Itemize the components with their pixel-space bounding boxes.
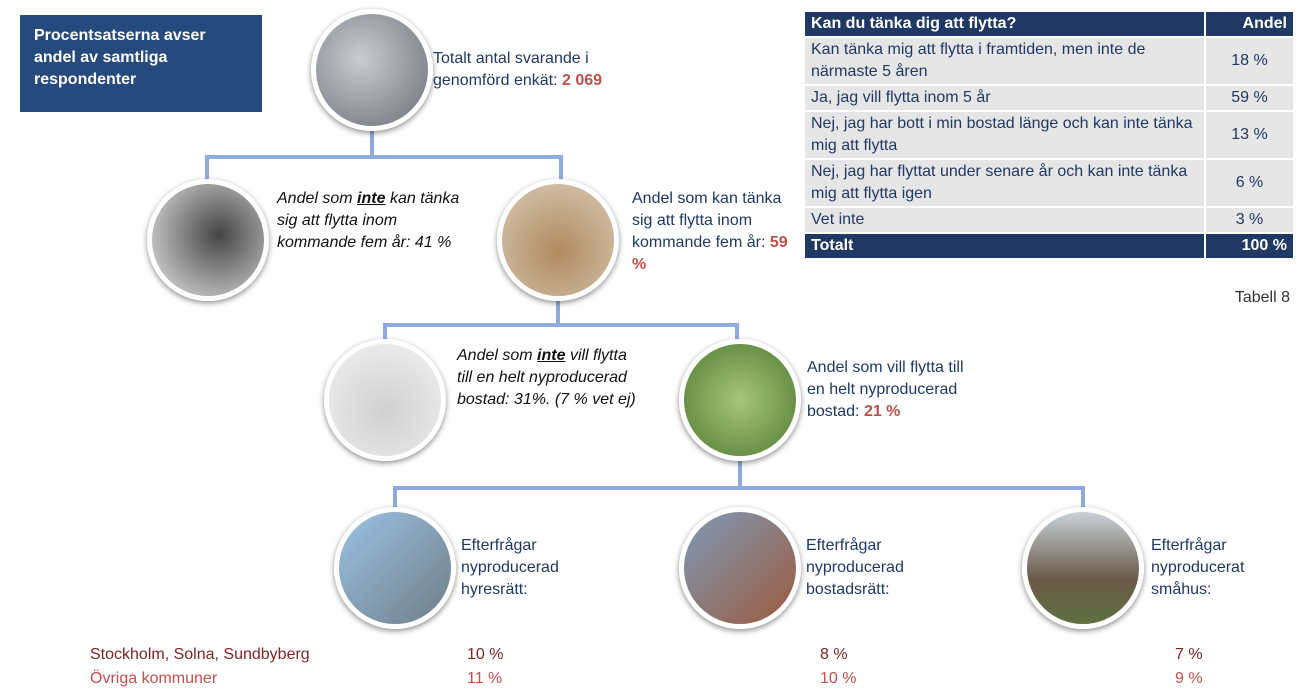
row-value: 13 % <box>1205 111 1294 159</box>
photo-room <box>324 339 446 461</box>
table-caption: Tabell 8 <box>1235 289 1290 307</box>
row-value: 59 % <box>1205 85 1294 111</box>
photo-woman <box>147 179 269 301</box>
node-emphasis: inte <box>537 347 565 364</box>
photo-house <box>1022 507 1144 629</box>
header-cell: Andel <box>1205 11 1294 37</box>
node-text: Efterfrågar nyproducerad hyresrätt: <box>461 535 581 601</box>
table-row: Nej, jag har bott i min bostad länge och… <box>804 111 1294 159</box>
breakdown-value: 9 % <box>1175 670 1203 688</box>
node-emphasis: inte <box>357 190 385 207</box>
node-text: Totalt antal svarande i genomförd enkät:… <box>433 48 633 92</box>
row-value: 18 % <box>1205 37 1294 85</box>
row-label: Kan tänka mig att flytta i framtiden, me… <box>804 37 1205 85</box>
node-text: Efterfrågar nyproducerat småhus: <box>1151 535 1271 601</box>
breakdown-value: 11 % <box>467 670 502 688</box>
breakdown-value: 7 % <box>1175 646 1203 664</box>
node-text: Andel som kan tänka sig att flytta inom … <box>632 188 792 276</box>
photo-apartment <box>334 507 456 629</box>
node-label: Andel som <box>277 190 357 207</box>
breakdown-label: Stockholm, Solna, Sundbyberg <box>90 646 310 664</box>
connector <box>385 300 737 345</box>
page: Procentsatserna avser andel av samtliga … <box>0 0 1301 688</box>
row-label: Nej, jag har bott i min bostad länge och… <box>804 111 1205 159</box>
row-label: Nej, jag har flyttat under senare år och… <box>804 159 1205 207</box>
node-text: Andel som inte kan tänka sig att flytta … <box>277 188 472 254</box>
table-header: Kan du tänka dig att flytta?Andel <box>804 11 1294 37</box>
photo-key <box>679 339 801 461</box>
connector <box>395 460 1083 510</box>
connector <box>207 130 561 183</box>
total-cell: Totalt <box>804 233 1205 259</box>
photo-moving <box>497 179 619 301</box>
breakdown-value: 10 % <box>820 670 856 688</box>
row-value: 6 % <box>1205 159 1294 207</box>
header-cell: Kan du tänka dig att flytta? <box>804 11 1205 37</box>
total-cell: 100 % <box>1205 233 1294 259</box>
node-label: Andel som kan tänka sig att flytta inom … <box>632 190 781 251</box>
node-label: Andel som <box>457 347 537 364</box>
breakdown-value: 8 % <box>820 646 848 664</box>
table-row: Nej, jag har flyttat under senare år och… <box>804 159 1294 207</box>
row-label: Ja, jag vill flytta inom 5 år <box>804 85 1205 111</box>
node-value: 21 % <box>864 403 900 420</box>
table: Kan du tänka dig att flytta?Andel Kan tä… <box>803 10 1295 260</box>
node-text: Andel som inte vill flytta till en helt … <box>457 345 637 411</box>
row-label: Vet inte <box>804 207 1205 233</box>
table-body: Kan tänka mig att flytta i framtiden, me… <box>804 37 1294 233</box>
breakdown-value: 10 % <box>467 646 503 664</box>
photo-brick-building <box>679 507 801 629</box>
breakdown-label: Övriga kommuner <box>90 670 217 688</box>
row-value: 3 % <box>1205 207 1294 233</box>
node-text: Andel som vill flytta till en helt nypro… <box>807 357 982 423</box>
table-row: Kan tänka mig att flytta i framtiden, me… <box>804 37 1294 85</box>
node-value: 2 069 <box>562 72 602 89</box>
photo-crowd <box>311 9 433 131</box>
node-text: Efterfrågar nyproducerad bostadsrätt: <box>806 535 926 601</box>
